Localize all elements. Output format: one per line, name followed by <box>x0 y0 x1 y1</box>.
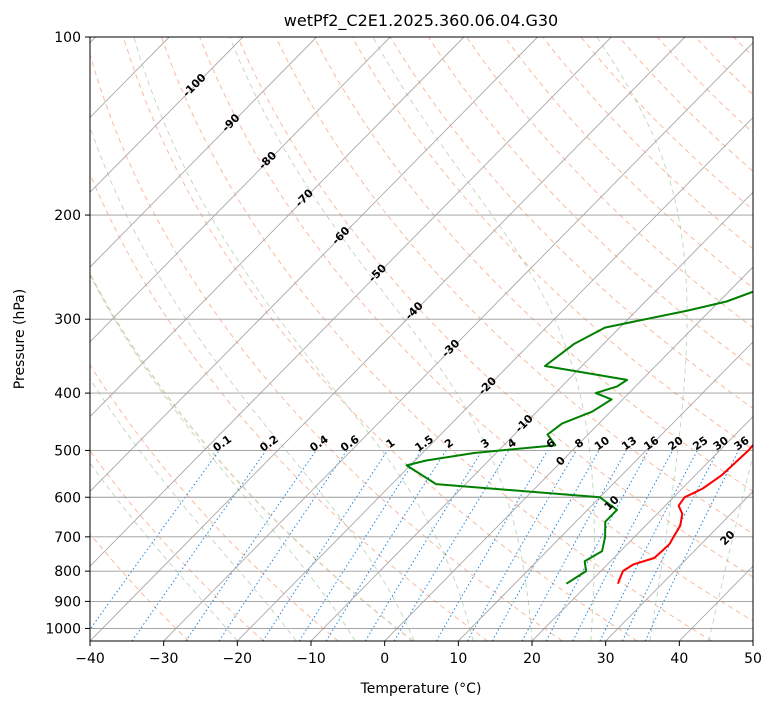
dry-adiabats <box>90 37 753 641</box>
moist-adiabat-line <box>133 37 474 641</box>
mixing-ratio-line <box>621 450 719 641</box>
x-tick-label: −30 <box>149 651 179 667</box>
isotherm-line <box>90 37 317 268</box>
x-tick-label: −20 <box>223 651 253 667</box>
pressure-gridlines <box>90 37 753 629</box>
temperature-profile <box>616 398 753 585</box>
y-axis-label: Pressure (hPa) <box>12 289 28 389</box>
x-tick-label: 20 <box>523 651 541 667</box>
y-tick-label: 700 <box>54 530 81 546</box>
dry-adiabat-line <box>90 52 563 641</box>
x-tick-label: −10 <box>296 651 326 667</box>
y-tick-label: 500 <box>54 443 81 459</box>
moist-adiabat-line <box>372 37 595 641</box>
dry-adiabat-line <box>427 37 753 369</box>
isotherm-line <box>90 37 686 641</box>
y-tick-label: 1000 <box>45 621 81 637</box>
isotherm-line <box>458 341 753 641</box>
sounding-series <box>405 290 753 585</box>
y-tick-label: 400 <box>54 386 81 402</box>
mixing-ratio-line <box>90 450 220 631</box>
mixing-ratio-line <box>262 450 388 641</box>
dry-adiabat-line <box>122 37 638 641</box>
x-tick-label: 10 <box>449 651 467 667</box>
isotherm-line <box>90 37 612 567</box>
x-tick-label: 0 <box>380 651 389 667</box>
mixing-ratio-line <box>545 450 649 641</box>
x-axis-label: Temperature (°C) <box>360 681 482 697</box>
x-tick-label: −40 <box>75 651 105 667</box>
dewpoint-profile <box>405 290 753 585</box>
mixing-ratio-line <box>364 450 483 641</box>
moist-adiabat-line <box>229 37 533 641</box>
isotherm-line <box>237 116 753 641</box>
isotherm-line <box>90 37 538 493</box>
y-tick-label: 100 <box>54 30 81 46</box>
y-tick-label: 900 <box>54 594 81 610</box>
dry-adiabat-line <box>275 37 753 535</box>
dry-adiabat-line <box>90 272 414 641</box>
dry-adiabat-line <box>313 37 753 492</box>
y-tick-label: 300 <box>54 312 81 328</box>
moist-adiabat-line <box>90 462 238 641</box>
x-tick-label: 50 <box>744 651 762 667</box>
x-tick-label: 40 <box>670 651 688 667</box>
skewed-isotherms <box>90 37 753 641</box>
isotherm-line <box>605 490 753 641</box>
mixing-ratio-line <box>521 450 627 641</box>
y-tick-label: 600 <box>54 490 81 506</box>
isotherm-line <box>531 415 753 641</box>
isotherm-line <box>384 266 753 641</box>
mixing-ratio-line <box>298 450 422 641</box>
moist-adiabat-line <box>90 377 297 641</box>
chart-title: wetPf2_C2E1.2025.360.06.04.G30 <box>284 11 558 31</box>
isotherm-line <box>90 37 244 193</box>
y-tick-label: 200 <box>54 208 81 224</box>
isotherm-line <box>310 191 753 641</box>
x-tick-label: 30 <box>597 651 615 667</box>
y-axis-ticks: 100 200 300 400 500 600 700 800 900 1000 <box>45 30 90 637</box>
dry-adiabat-line <box>466 37 753 329</box>
moist-adiabat-line <box>596 37 688 641</box>
y-tick-label: 800 <box>54 564 81 580</box>
isotherm-line <box>163 42 753 641</box>
mixing-ratio-line <box>218 450 348 641</box>
plot-frame <box>89 36 754 642</box>
dry-adiabat-line <box>90 363 339 641</box>
x-axis-ticks: −40 −30 −20 −10 0 10 20 30 40 50 <box>75 641 762 667</box>
dry-adiabat-line <box>351 37 753 451</box>
isotherm-line <box>90 37 391 343</box>
mixing-ratio-line <box>185 450 317 641</box>
mixing-ratio-line <box>599 450 698 641</box>
isotherm-line <box>90 37 465 418</box>
